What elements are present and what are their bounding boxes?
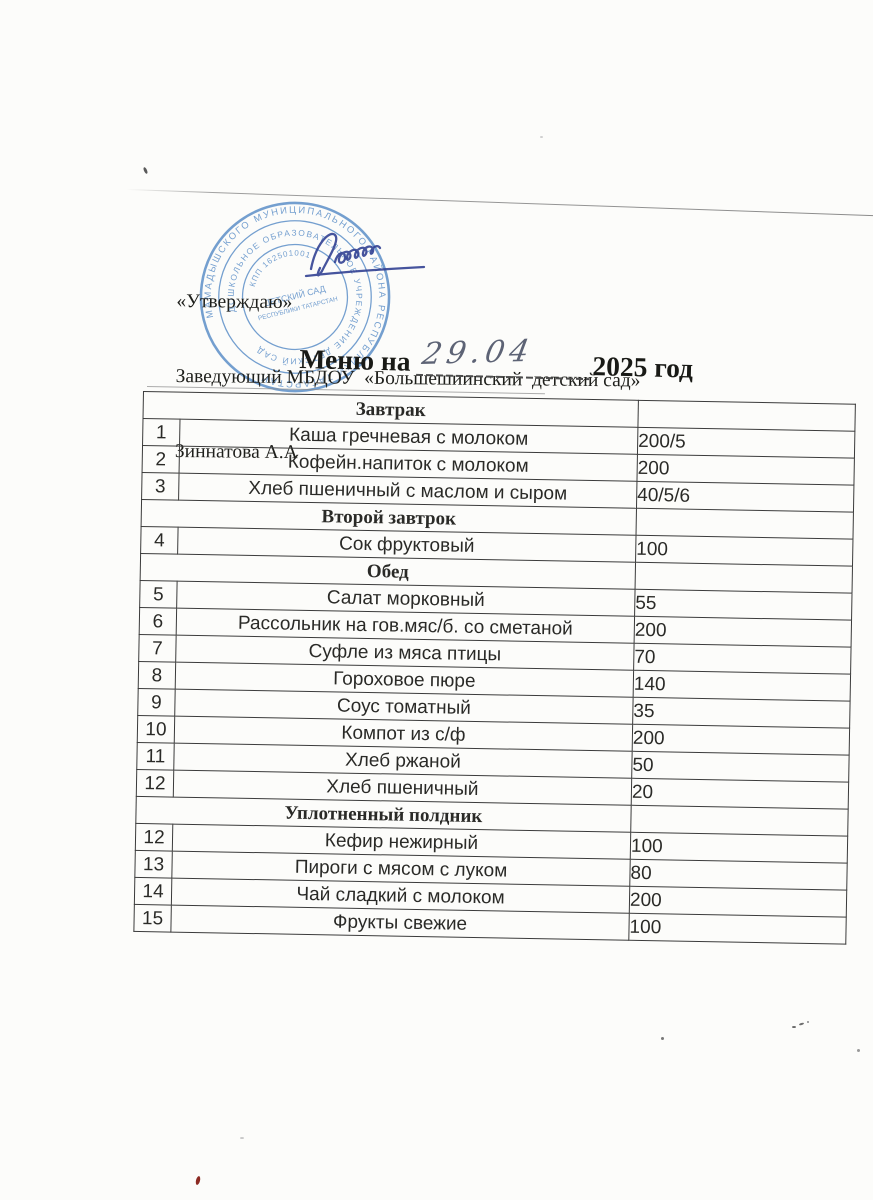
amount-cell: 80 [629, 859, 848, 891]
date-underline: 29.04 [416, 334, 591, 381]
scan-speck [540, 136, 543, 138]
amount-cell: 70 [633, 643, 852, 675]
amount-cell: 200/5 [637, 427, 855, 459]
amount-cell: 200 [634, 616, 852, 648]
scan-speck [142, 166, 149, 175]
amount-cell [636, 508, 854, 540]
row-number-cell: 14 [134, 877, 172, 906]
handwritten-date: 29.04 [419, 333, 537, 373]
amount-cell [630, 805, 849, 837]
approval-line-approve: «Утверждаю» [176, 290, 293, 314]
row-number-cell: 1 [142, 418, 181, 447]
amount-cell: 50 [631, 751, 850, 783]
amount-cell: 55 [634, 589, 853, 621]
menu-table-wrapper: Завтрак 1 Каша гречневая с молоком 200/5 2 Ко… [133, 391, 856, 945]
amount-cell: 200 [632, 724, 850, 756]
menu-title-year: 2025 год [592, 350, 694, 384]
row-number-cell: 8 [138, 661, 176, 690]
round-stamp-icon: МАМАДЫШСКОГО МУНИЦИПАЛЬНОГО РАЙОНА РЕСПУ… [182, 184, 408, 410]
scan-speck [792, 1026, 796, 1028]
row-number-cell: 2 [142, 445, 180, 474]
row-number-cell: 10 [137, 715, 175, 744]
amount-cell: 40/5/6 [636, 481, 854, 513]
amount-cell: 200 [636, 454, 855, 486]
scan-speck [798, 1022, 805, 1026]
row-number-cell: 13 [134, 850, 173, 879]
row-number-cell: 5 [139, 580, 178, 609]
scan-speck [194, 1175, 202, 1186]
row-number-cell: 9 [137, 688, 176, 717]
scan-speck [661, 1037, 664, 1040]
row-number-cell: 11 [136, 742, 175, 771]
scan-speck [857, 1049, 860, 1052]
row-number-cell: 6 [139, 607, 177, 636]
menu-title-prefix: Меню на [299, 342, 411, 377]
scan-speck [240, 1137, 244, 1139]
row-number-cell: 12 [135, 823, 173, 852]
scan-speck [807, 1021, 809, 1023]
row-number-cell: 12 [136, 769, 174, 798]
menu-table: Завтрак 1 Каша гречневая с молоком 200/5 2 Ко… [133, 391, 856, 945]
amount-cell: 140 [633, 670, 851, 702]
amount-cell: 100 [635, 535, 853, 567]
row-number-cell: 3 [141, 472, 180, 501]
row-number-cell: 4 [140, 526, 179, 555]
amount-cell: 100 [628, 913, 847, 945]
amount-cell: 20 [631, 778, 849, 810]
amount-cell: 100 [630, 832, 848, 864]
signature-icon [304, 232, 426, 278]
amount-cell [637, 400, 856, 432]
amount-cell: 35 [632, 697, 851, 729]
row-number-cell: 7 [138, 634, 177, 663]
menu-table-body: Завтрак 1 Каша гречневая с молоком 200/5 2 Ко… [133, 391, 856, 945]
row-number-cell: 15 [133, 904, 172, 933]
amount-cell [635, 562, 853, 594]
amount-cell: 200 [629, 886, 847, 918]
